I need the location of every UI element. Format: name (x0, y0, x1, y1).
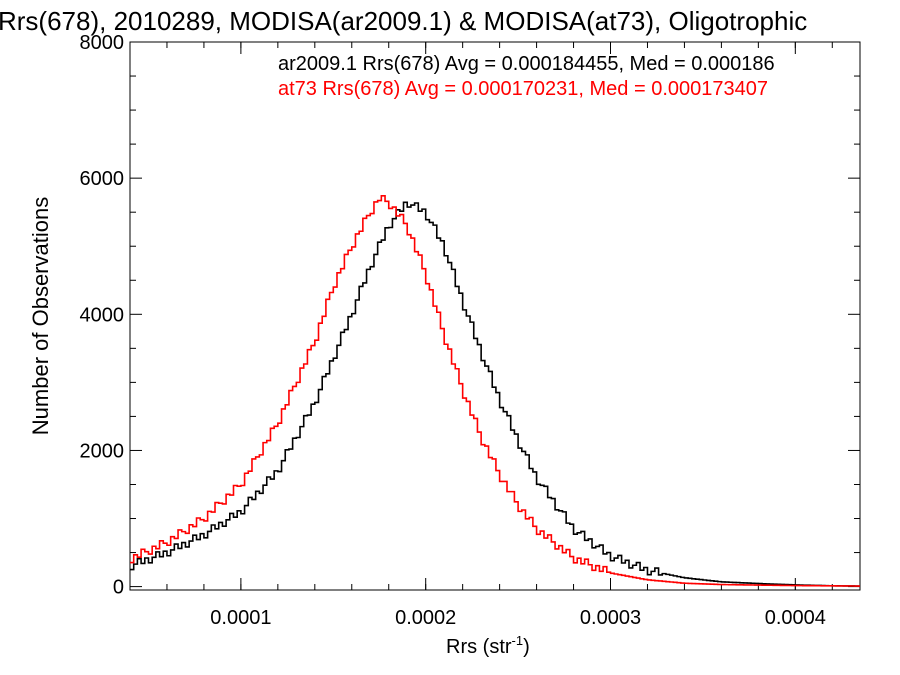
y-tick-label: 4000 (80, 304, 125, 326)
legend-entry-ar2009: ar2009.1 Rrs(678) Avg = 0.000184455, Med… (278, 53, 775, 75)
y-tick-label: 8000 (80, 32, 125, 54)
x-tick-label: 0.0002 (395, 607, 456, 629)
histogram-series-ar2009-1 (130, 201, 860, 587)
x-axis: 0.0001 0.0002 0.0003 0.0004 (129, 42, 833, 629)
x-tick-label: 0.0003 (580, 607, 641, 629)
histogram-series-at73 (130, 195, 860, 587)
legend-entry-at73: at73 Rrs(678) Avg = 0.000170231, Med = 0… (278, 78, 768, 100)
y-axis: 0 2000 4000 6000 8000 (80, 32, 860, 599)
x-tick-label: 0.0004 (765, 607, 826, 629)
plot-frame (129, 41, 861, 591)
y-tick-label: 0 (113, 577, 124, 599)
chart-title: Rrs(678), 2010289, MODISA(ar2009.1) & MO… (0, 6, 807, 36)
y-axis-label: Number of Observations (28, 197, 53, 435)
x-axis-label: Rrs (str-1) (446, 633, 530, 658)
y-tick-label: 6000 (80, 168, 125, 190)
series-layer (130, 195, 860, 587)
x-axis-label-end: ) (523, 636, 530, 658)
y-tick-label: 2000 (80, 440, 125, 462)
x-axis-label-superscript: -1 (512, 633, 524, 648)
x-tick-label: 0.0001 (210, 607, 271, 629)
